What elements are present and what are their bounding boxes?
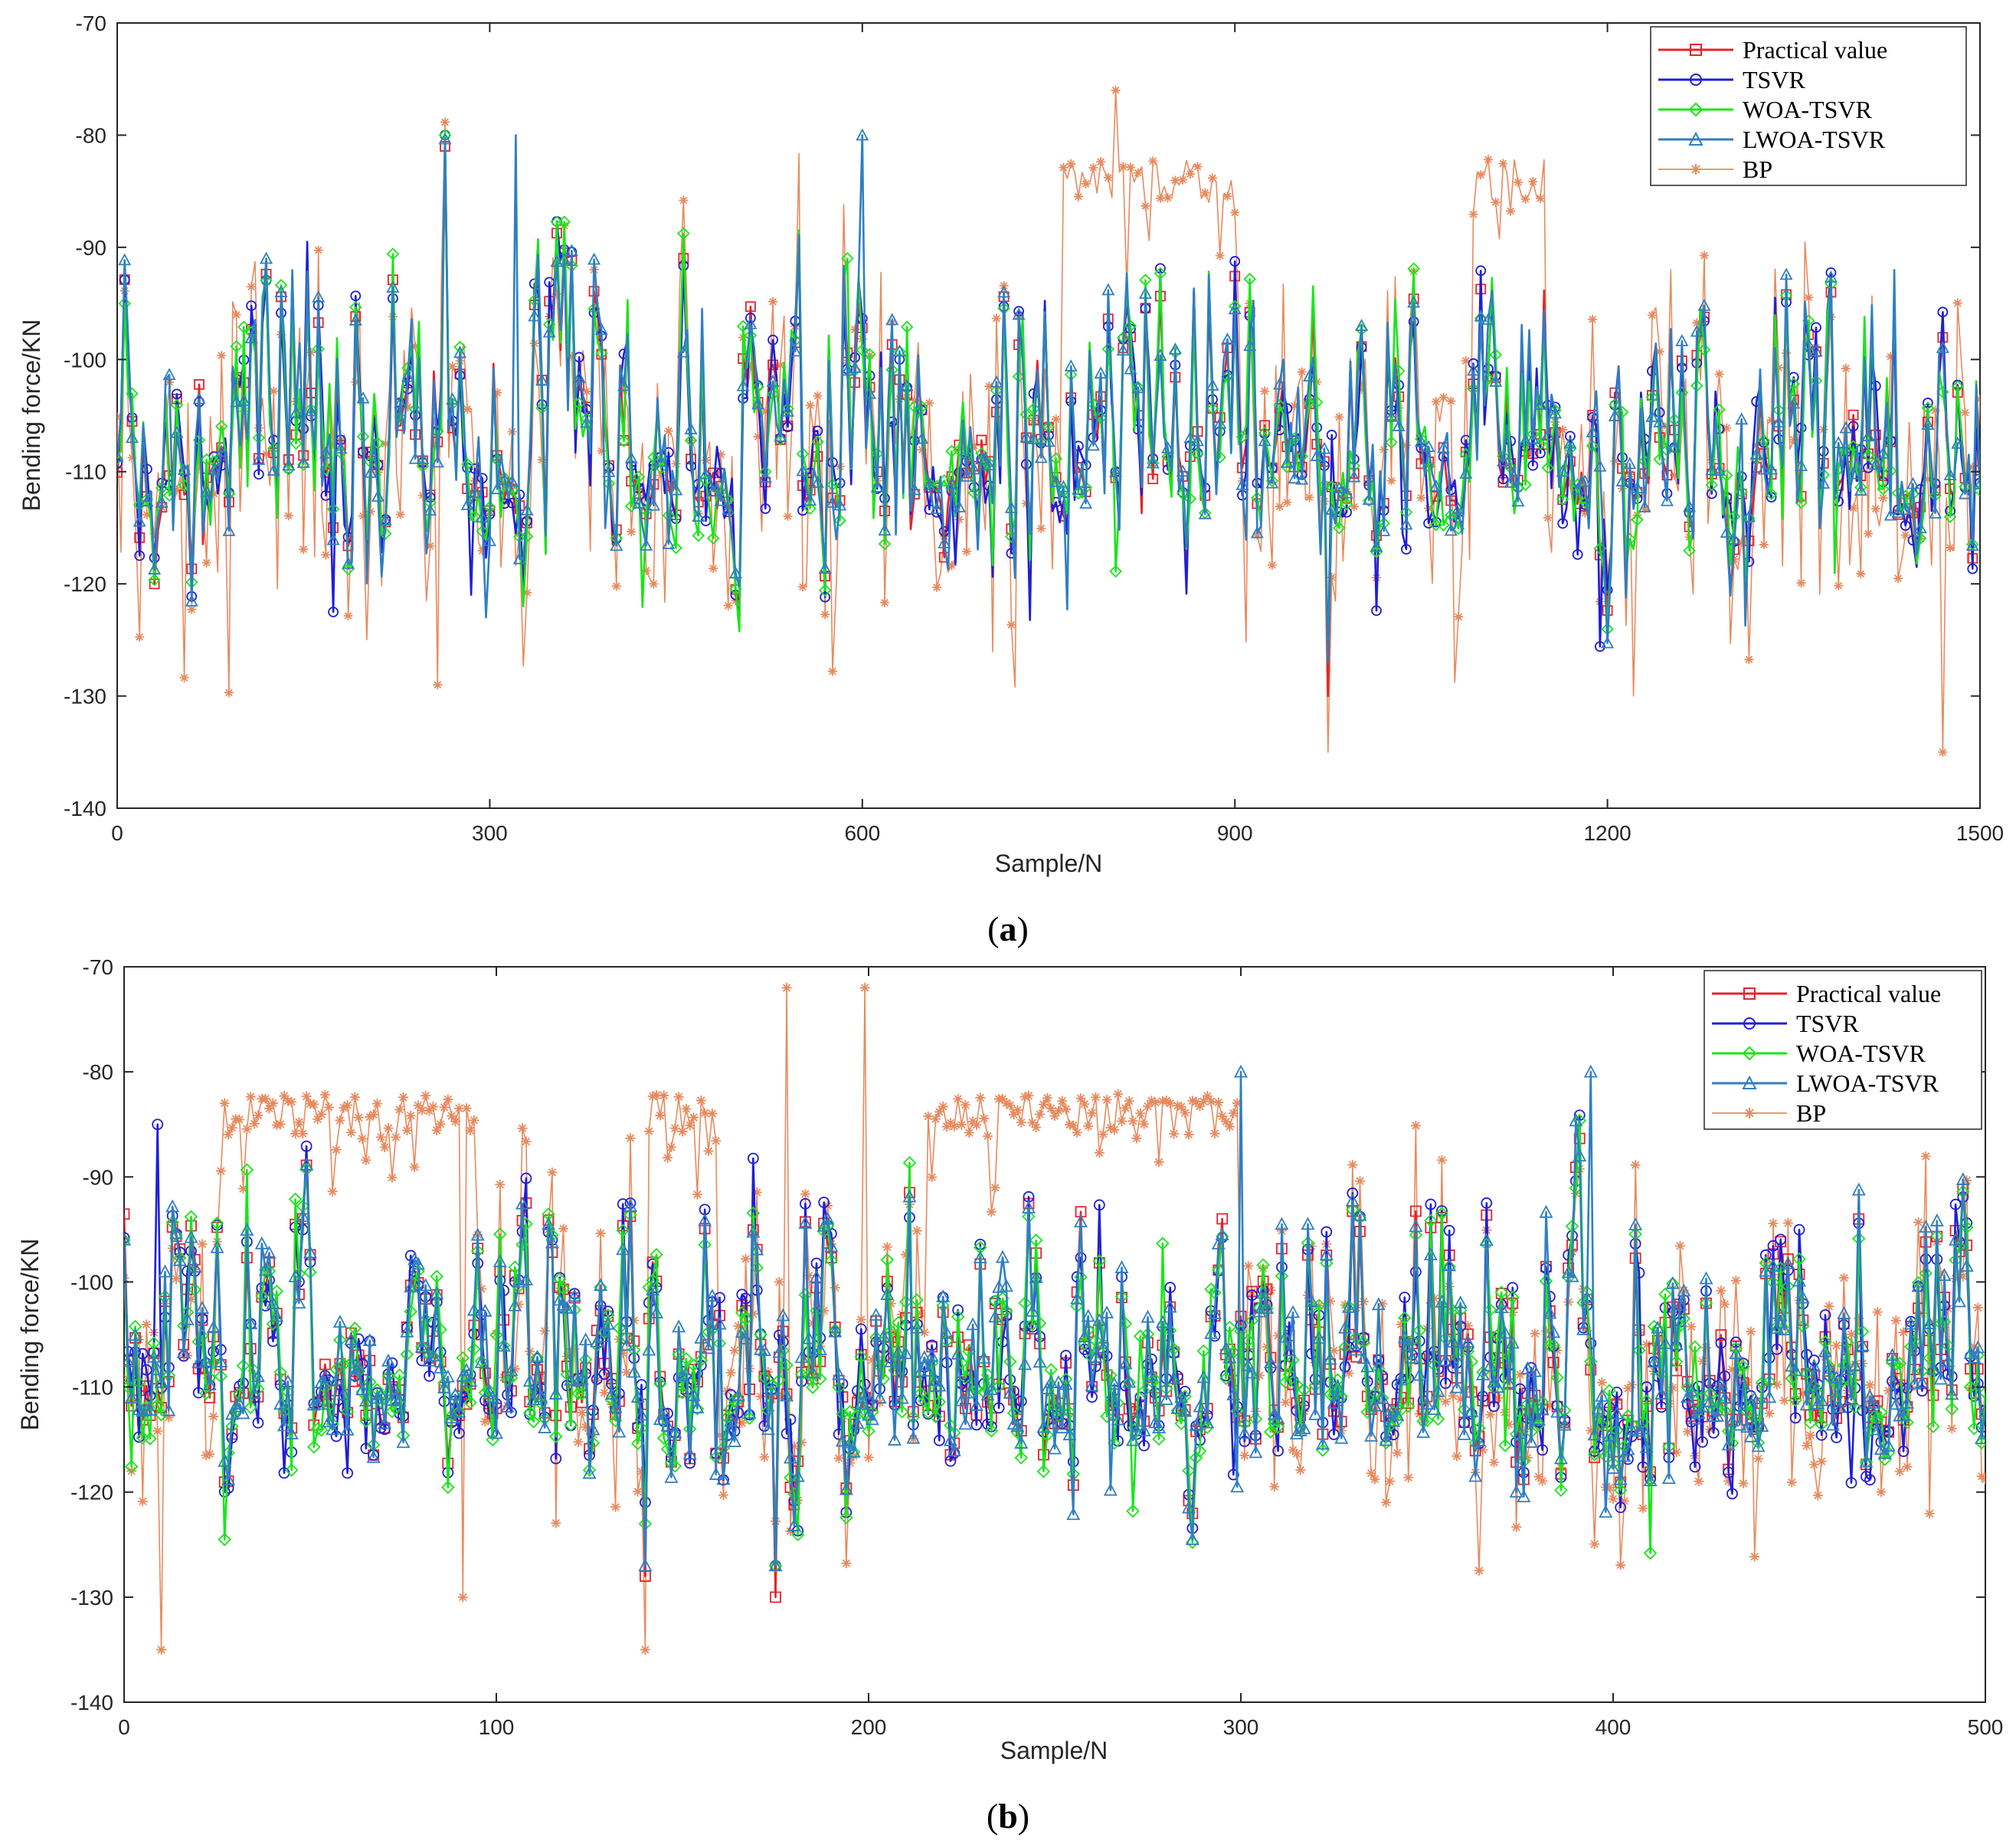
- y-tick-label: -80: [83, 1060, 113, 1084]
- y-tick-label: -70: [76, 11, 106, 35]
- series-clip-group: [124, 982, 1985, 1655]
- legend-entry-lwoa-tsvr: LWOA-TSVR: [1658, 126, 1886, 153]
- x-tick-label: 500: [1968, 1715, 2004, 1739]
- legend-label: TSVR: [1796, 1010, 1859, 1037]
- legend-label: LWOA-TSVR: [1796, 1069, 1939, 1097]
- y-tick-label: -140: [64, 797, 106, 820]
- x-tick-label: 900: [1217, 821, 1253, 845]
- y-tick-label: -110: [72, 1376, 113, 1400]
- legend-label: WOA-TSVR: [1743, 96, 1873, 123]
- legend-marker: [1743, 1017, 1756, 1030]
- series-lwoa-tsvr: [124, 1064, 1985, 1572]
- x-axis-label-a: Sample/N: [995, 850, 1103, 877]
- caption-a-letter: a: [1000, 909, 1017, 948]
- caption-b-letter: b: [998, 1796, 1018, 1836]
- legend-entry-lwoa-tsvr: LWOA-TSVR: [1712, 1069, 1939, 1097]
- legend-label: Practical value: [1743, 36, 1887, 64]
- series-layer-b: [124, 982, 1985, 1655]
- legend-marker: [1690, 44, 1702, 56]
- legend-box: [1703, 970, 1982, 1130]
- x-tick-label: 1200: [1583, 821, 1631, 845]
- legend-marker: [1688, 131, 1703, 146]
- x-tick-label: 300: [1223, 1715, 1259, 1739]
- series-line-lwoa-tsvr: [124, 1070, 1985, 1567]
- x-tick-label: 200: [851, 1715, 887, 1739]
- chart-panel-b: 0 100 200 300 400 500 -70 -80 -90 -100 -110 -120 -13…: [16, 955, 2003, 1836]
- series-markers-lwoa-tsvr: [124, 1064, 1985, 1572]
- series-lwoa-tsvr: [117, 128, 1980, 663]
- legend-entry-tsvr: TSVR: [1712, 1010, 1859, 1037]
- legend-marker: [1688, 102, 1703, 117]
- legend-marker: [1742, 1075, 1757, 1089]
- legend-label: LWOA-TSVR: [1743, 126, 1886, 153]
- series-line-lwoa-tsvr: [117, 134, 1980, 663]
- legend-marker: [1690, 74, 1703, 86]
- legend-entry-bp: BP: [1712, 1099, 1826, 1127]
- y-tick-label: -100: [70, 1270, 113, 1294]
- y-tick-label: -80: [76, 123, 106, 147]
- legend-entry-bp: BP: [1658, 156, 1772, 183]
- y-tick-label: -100: [64, 348, 106, 372]
- series-layer-a: [117, 85, 1980, 757]
- y-tick-label: -110: [65, 460, 106, 484]
- legend-marker: [1742, 1046, 1757, 1061]
- y-tick-label: -70: [83, 955, 113, 979]
- legend-label: Practical value: [1796, 980, 1941, 1007]
- x-tick-label: 1500: [1956, 821, 2004, 845]
- caption-b: (b): [987, 1796, 1029, 1836]
- legend-entry-woa-tsvr: WOA-TSVR: [1658, 96, 1873, 123]
- x-tick-label: 0: [111, 821, 123, 845]
- caption-a: (a): [987, 909, 1029, 948]
- legend-entry-woa-tsvr: WOA-TSVR: [1712, 1040, 1926, 1067]
- x-axis-label-b: Sample/N: [1000, 1737, 1108, 1764]
- legend-label: BP: [1796, 1099, 1826, 1127]
- legend-marker: [1743, 987, 1756, 1000]
- legend-label: BP: [1743, 156, 1772, 183]
- y-tick-label: -90: [83, 1165, 113, 1189]
- legend-label: TSVR: [1743, 66, 1805, 93]
- y-tick-label: -90: [76, 236, 106, 260]
- x-tick-label: 0: [118, 1715, 130, 1739]
- x-tick-label: 100: [479, 1715, 515, 1739]
- y-tick-label: -130: [70, 1586, 113, 1610]
- y-tick-label: -120: [70, 1481, 113, 1505]
- axis-ticks-a: 0 300 600 900 1200 1500 -70 -80 -90 -100 -110 -120 -…: [64, 11, 2004, 845]
- legend-marker: [1744, 1108, 1755, 1118]
- axis-ticks-b: 0 100 200 300 400 500 -70 -80 -90 -100 -110 -120 -13…: [70, 955, 2003, 1739]
- series-clip-group: [117, 85, 1980, 757]
- y-tick-label: -140: [70, 1691, 113, 1714]
- x-tick-label: 300: [472, 821, 508, 845]
- y-tick-label: -120: [64, 572, 106, 596]
- legend-box: [1650, 26, 1967, 186]
- legend-entry-practical-value: Practical value: [1658, 36, 1887, 64]
- legend-entry-tsvr: TSVR: [1658, 66, 1805, 93]
- x-tick-label: 600: [844, 821, 880, 845]
- x-tick-label: 400: [1595, 1715, 1631, 1739]
- y-axis-label-a: Bending force/KN: [18, 319, 45, 512]
- series-markers-lwoa-tsvr: [117, 128, 1980, 649]
- y-axis-label-b: Bending force/KN: [16, 1239, 44, 1431]
- legend-label: WOA-TSVR: [1796, 1040, 1926, 1067]
- chart-panel-a: 0 300 600 900 1200 1500 -70 -80 -90 -100 -110 -120 -…: [18, 11, 2004, 948]
- legend-entry-practical-value: Practical value: [1712, 980, 1941, 1007]
- y-tick-label: -130: [64, 685, 106, 709]
- legend-marker: [1690, 164, 1701, 175]
